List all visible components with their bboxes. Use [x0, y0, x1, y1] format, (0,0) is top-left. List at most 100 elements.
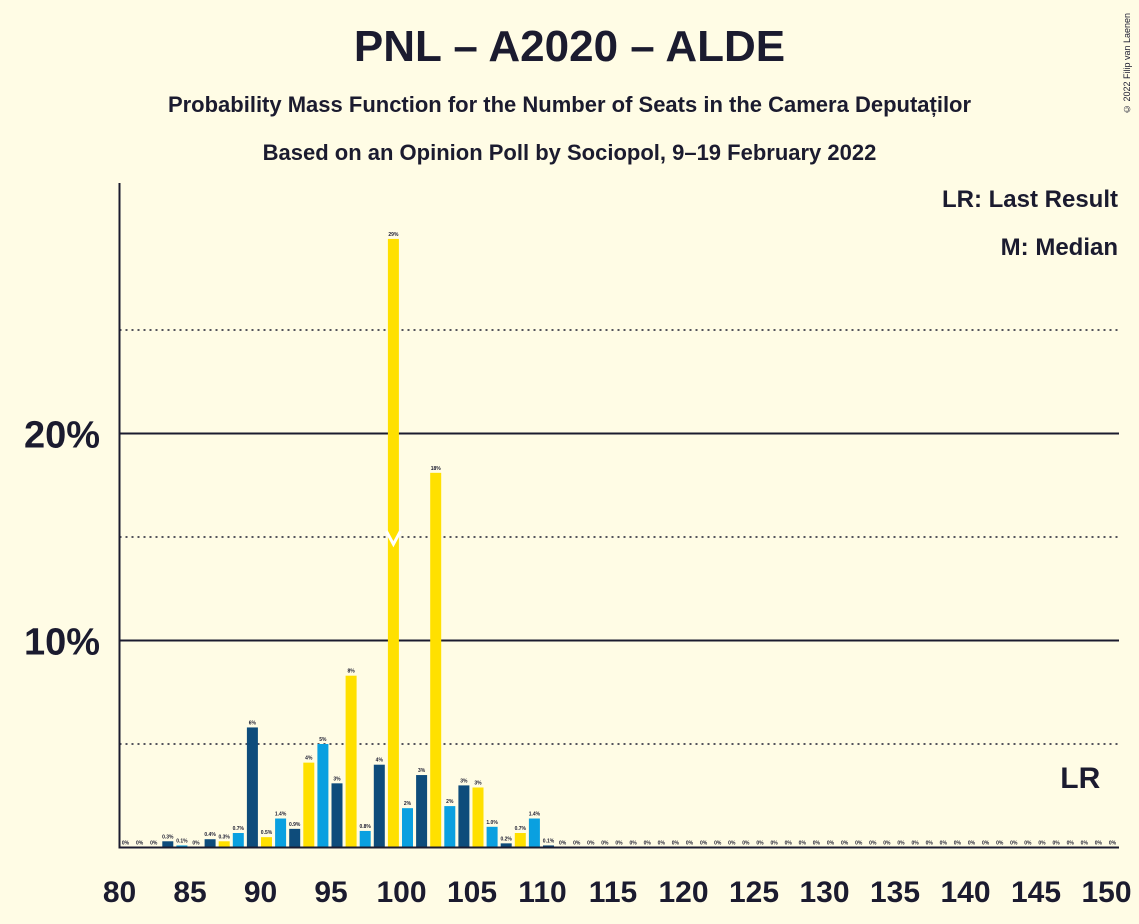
- x-tick-label: 115: [589, 876, 637, 909]
- chart-subtitle-main: Probability Mass Function for the Number…: [167, 92, 972, 117]
- bar-seat-94: [317, 744, 329, 848]
- bar-value-label: 0.7%: [515, 826, 527, 832]
- bar-seat-96: [345, 675, 357, 848]
- bar-value-label: 0%: [756, 841, 764, 847]
- bar-value-label: 0%: [1010, 841, 1018, 847]
- bar-value-label: 2%: [404, 801, 412, 807]
- bar-value-label: 2%: [446, 799, 454, 805]
- bar-value-label: 0%: [770, 841, 778, 847]
- x-tick-label: 90: [244, 876, 277, 909]
- bar-value-label: 0.4%: [204, 832, 216, 838]
- bar-value-label: 0%: [982, 841, 990, 847]
- legend-median: M: Median: [1000, 234, 1118, 261]
- bar-value-label: 0%: [1038, 841, 1046, 847]
- bar-value-label: 0%: [601, 841, 609, 847]
- bar-value-label: 0%: [1024, 841, 1032, 847]
- bar-value-label: 0%: [841, 841, 849, 847]
- bar-value-label: 0%: [686, 841, 694, 847]
- bar-value-label: 0%: [559, 841, 567, 847]
- bar-value-label: 0%: [1095, 841, 1103, 847]
- chart-title: PNL – A2020 – ALDE: [353, 22, 786, 71]
- bar-seat-93: [303, 762, 315, 848]
- bar-value-label: 0%: [1067, 841, 1075, 847]
- x-tick-label: 105: [447, 876, 497, 909]
- bar-value-label: 0.5%: [261, 830, 273, 836]
- bar-value-label: 3%: [418, 768, 426, 774]
- bar-value-label: 0%: [954, 841, 962, 847]
- bar-value-label: 0%: [926, 841, 934, 847]
- bar-value-label: 0.1%: [543, 838, 555, 844]
- bar-value-label: 1.4%: [275, 812, 287, 818]
- bar-seat-83: [162, 841, 174, 848]
- bar-value-label: 0.9%: [289, 822, 301, 828]
- bar-seat-110: [543, 845, 554, 848]
- x-tick-label: 95: [314, 876, 347, 909]
- bar-seat-89: [246, 727, 258, 848]
- bar-seat-106: [486, 826, 498, 848]
- bar-value-label: 29%: [388, 232, 399, 238]
- bar-value-label: 0%: [714, 841, 722, 847]
- x-tick-label: 110: [518, 876, 566, 909]
- bar-value-label: 0%: [940, 841, 948, 847]
- x-tick-label: 80: [103, 876, 136, 909]
- bar-seat-91: [275, 818, 287, 848]
- x-tick-label: 100: [376, 876, 426, 909]
- bar-value-label: 0.2%: [500, 836, 512, 842]
- axes: 80 85 90 95 100 105 110 115 120 125 130 135 140 145 15…: [24, 183, 1132, 909]
- bar-value-label: 0%: [136, 841, 144, 847]
- bar-seat-84: [176, 845, 188, 848]
- bar-seat-86: [204, 839, 216, 848]
- bar-value-label: 4%: [305, 756, 313, 762]
- bar-seat-92: [289, 828, 301, 848]
- bar-value-label: 0%: [869, 841, 877, 847]
- y-tick-label: 20%: [24, 415, 100, 457]
- x-tick-label: 145: [1011, 876, 1061, 909]
- x-tick-label: 125: [729, 876, 779, 909]
- median-marker: [385, 530, 402, 548]
- gridlines: [119, 329, 1119, 745]
- markers: LR: [385, 530, 1101, 795]
- bar-value-label: 0%: [122, 841, 130, 847]
- bar-value-label: 3%: [474, 780, 482, 786]
- bar-value-label: 0%: [968, 841, 976, 847]
- bar-seat-100: [402, 808, 413, 848]
- bar-seat-98: [373, 764, 385, 848]
- bar-value-label: 3%: [333, 776, 341, 782]
- bar-seat-108: [514, 833, 526, 848]
- bar-seat-101: [416, 775, 428, 848]
- bar-value-label: 0%: [615, 841, 623, 847]
- bar-value-label: 0%: [897, 841, 905, 847]
- x-tick-label: 135: [870, 876, 920, 909]
- bar-value-label: 3%: [460, 778, 468, 784]
- bar-seat-109: [528, 818, 540, 848]
- bar-value-label: 0%: [587, 841, 595, 847]
- bar-value-label: 0%: [1081, 841, 1089, 847]
- bar-seat-102: [430, 472, 442, 848]
- x-tick-label: 120: [658, 876, 708, 909]
- bar-value-label: 0%: [150, 841, 158, 847]
- bar-value-label: 4%: [376, 758, 384, 764]
- bar-seat-107: [500, 843, 512, 848]
- bar-value-label: 5%: [319, 737, 327, 743]
- bar-value-label: 0%: [883, 841, 891, 847]
- bar-value-label: 0%: [799, 841, 807, 847]
- bar-value-label: 0%: [644, 841, 652, 847]
- bar-value-label: 0%: [996, 841, 1004, 847]
- bar-value-label: 1.0%: [486, 820, 498, 826]
- bar-value-label: 0%: [827, 841, 835, 847]
- bar-value-label: 0%: [813, 841, 821, 847]
- bar-value-label: 18%: [431, 466, 442, 472]
- bar-seat-97: [359, 830, 371, 848]
- bar-seat-95: [331, 783, 343, 848]
- bar-value-label: 0.3%: [162, 834, 174, 840]
- bar-value-label: 0%: [855, 841, 863, 847]
- bar-seat-88: [232, 833, 244, 848]
- bar-value-label: 0%: [1052, 841, 1060, 847]
- bar-value-label: 0%: [742, 841, 750, 847]
- bar-value-label: 0%: [672, 841, 680, 847]
- x-tick-label: 85: [173, 876, 206, 909]
- bar-value-label: 0%: [1109, 841, 1117, 847]
- bar-seat-90: [261, 837, 272, 848]
- bar-value-label: 0%: [911, 841, 919, 847]
